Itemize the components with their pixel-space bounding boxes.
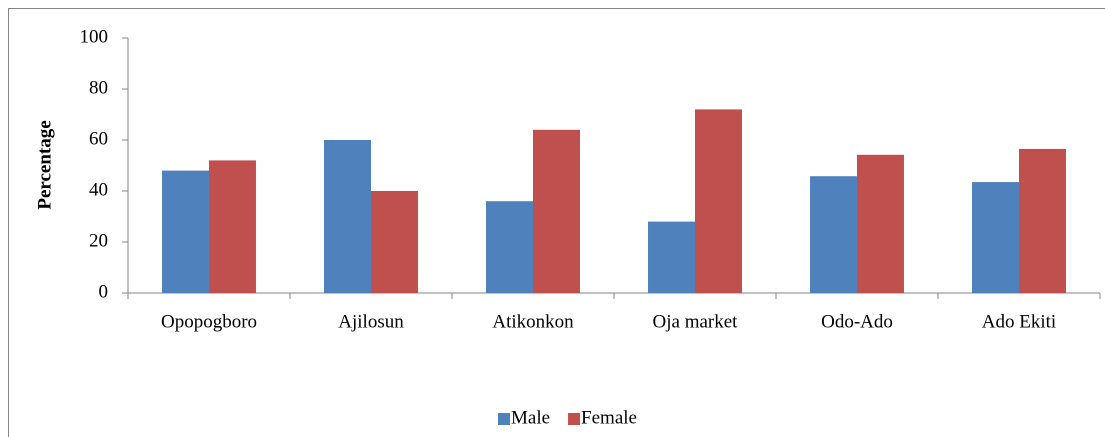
y-tick-label: 60 <box>89 128 108 149</box>
y-tick-label: 100 <box>80 26 109 47</box>
y-axis-label: Percentage <box>34 120 55 209</box>
y-tick-label: 40 <box>89 179 108 200</box>
chart-border <box>8 8 1105 437</box>
legend-label: Male <box>511 407 550 428</box>
bar <box>209 160 256 293</box>
bar <box>486 201 533 293</box>
bar <box>810 176 857 293</box>
legend-label: Female <box>581 407 637 428</box>
legend-swatch <box>568 413 581 425</box>
bar <box>324 140 371 293</box>
bar <box>857 154 904 293</box>
x-tick-label: Odo-Ado <box>821 311 893 332</box>
bar <box>533 129 580 293</box>
y-tick-label: 20 <box>89 230 108 251</box>
bar <box>371 191 418 293</box>
x-tick-label: Ajilosun <box>338 311 404 332</box>
bar <box>1019 148 1066 293</box>
x-tick-label: Ado Ekiti <box>982 311 1056 332</box>
bar <box>162 170 209 293</box>
bar <box>972 182 1019 293</box>
bar <box>648 221 695 293</box>
y-tick-label: 80 <box>89 77 108 98</box>
y-tick-label: 0 <box>99 281 109 302</box>
bar <box>695 109 742 294</box>
x-tick-label: Opopogboro <box>161 311 257 332</box>
x-tick-label: Oja market <box>653 311 739 332</box>
x-tick-label: Atikonkon <box>492 311 574 332</box>
legend-swatch <box>498 413 510 425</box>
